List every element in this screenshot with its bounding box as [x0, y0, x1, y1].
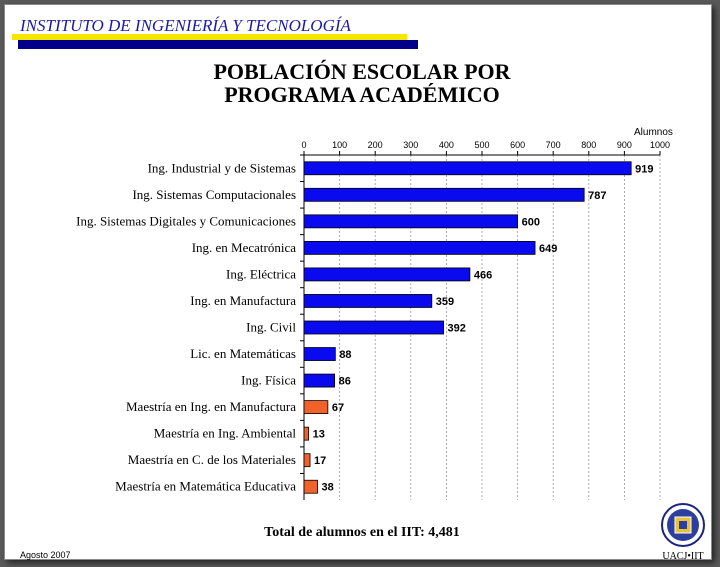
- data-label: 88: [339, 349, 351, 361]
- category-label: Maestría en Matemática Educativa: [115, 479, 296, 494]
- x-tick-label: 300: [403, 140, 418, 150]
- data-label: 86: [339, 376, 351, 388]
- data-label: 392: [448, 323, 466, 335]
- bar: [303, 214, 519, 229]
- x-tick-label: 100: [332, 140, 347, 150]
- category-label: Lic. en Matemáticas: [190, 346, 296, 361]
- bar-chart: 0 100 200 300 400 500 600 700 800 900 1000 Ing. Ind…: [76, 140, 670, 500]
- title-line-2: PROGRAMA ACADÉMICO: [224, 82, 500, 107]
- header-dark-bar: [18, 40, 418, 49]
- uacj-logo: UACJ•IIT: [661, 503, 705, 561]
- header-accent-bar: [12, 34, 407, 40]
- category-label: Ing. Eléctrica: [226, 266, 296, 281]
- category-label: Ing. Civil: [246, 320, 296, 335]
- bar: [303, 267, 471, 282]
- bar: [303, 320, 444, 335]
- data-label: 38: [322, 482, 334, 494]
- bar: [303, 400, 329, 415]
- bar: [303, 187, 585, 202]
- bar: [303, 240, 536, 255]
- category-label: Ing. Física: [241, 373, 296, 388]
- total-students: Total de alumnos en el IIT: 4,481: [264, 525, 460, 540]
- data-label: 466: [474, 269, 492, 281]
- x-tick-label: 400: [439, 140, 454, 150]
- header-decoration: [12, 18, 418, 52]
- x-tick-label: 200: [368, 140, 383, 150]
- title-line-1: POBLACIÓN ESCOLAR POR: [213, 59, 511, 84]
- x-tick-label: 0: [301, 140, 306, 150]
- units-label: Alumnos: [634, 127, 673, 138]
- logo-text: UACJ•IIT: [662, 551, 703, 561]
- bar: [303, 373, 336, 388]
- category-label: Maestría en C. de los Materiales: [128, 452, 296, 467]
- data-label: 919: [635, 163, 653, 175]
- bar: [303, 426, 310, 441]
- x-tick-label: 900: [617, 140, 632, 150]
- x-tick-label: 1000: [650, 140, 670, 150]
- bar: [303, 479, 318, 494]
- data-label: 17: [314, 455, 326, 467]
- data-label: 67: [332, 402, 344, 414]
- category-label: Maestría en Ing. en Manufactura: [126, 399, 296, 414]
- category-label: Ing. Sistemas Computacionales: [132, 187, 296, 202]
- x-tick-label: 600: [510, 140, 525, 150]
- page-title: POBLACIÓN ESCOLAR POR PROGRAMA ACADÉMICO: [4, 60, 720, 106]
- category-label: Ing. Industrial y de Sistemas: [148, 160, 296, 175]
- category-label: Ing. en Manufactura: [190, 293, 296, 308]
- slide: INSTITUTO DE INGENIERÍA Y TECNOLOGÍA POB…: [4, 4, 712, 561]
- data-label: 13: [313, 429, 325, 441]
- data-label: 649: [539, 243, 557, 255]
- date-label: Agosto 2007: [20, 550, 71, 560]
- institute-name: INSTITUTO DE INGENIERÍA Y TECNOLOGÍA: [20, 16, 351, 35]
- data-label: 600: [522, 216, 540, 228]
- data-label: 359: [436, 296, 454, 308]
- category-label: Ing. Sistemas Digitales y Comunicaciones: [76, 213, 296, 228]
- data-label: 787: [588, 190, 606, 202]
- category-label: Ing. en Mecatrónica: [192, 240, 297, 255]
- bar: [303, 453, 311, 468]
- x-tick-label: 800: [581, 140, 596, 150]
- x-tick-label: 700: [546, 140, 561, 150]
- bar: [303, 294, 433, 308]
- category-label: Maestría en Ing. Ambiental: [154, 426, 297, 441]
- bar: [303, 347, 336, 361]
- x-tick-label: 500: [474, 140, 489, 150]
- bar: [303, 161, 632, 176]
